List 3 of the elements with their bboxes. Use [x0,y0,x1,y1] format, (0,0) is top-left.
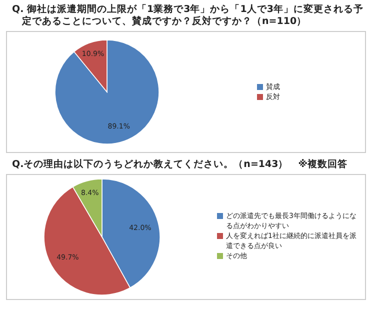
pie-slice [54,40,160,144]
chart-title: Q.その理由は以下のうちどれか教えてください。（n=143） ※複数回答 [11,159,348,171]
chart-title: Q. 御社は派遣期間の上限が「1業務で3年」から「1人で3年」に変更される予定であることについて、賛成ですか？反対ですか？（n=110） [11,4,364,28]
